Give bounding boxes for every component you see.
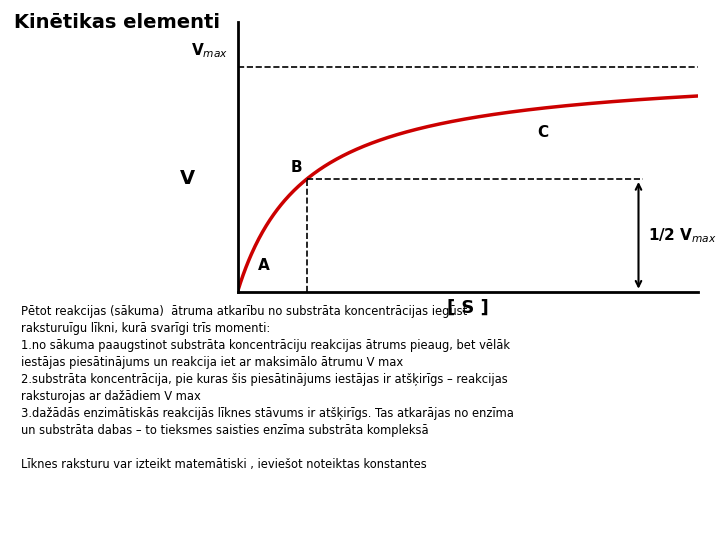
Text: V$_{max}$: V$_{max}$ bbox=[191, 41, 228, 60]
X-axis label: [ S ]: [ S ] bbox=[447, 299, 489, 316]
Text: C: C bbox=[537, 125, 548, 139]
Text: Kinētikas elementi: Kinētikas elementi bbox=[14, 14, 220, 32]
Text: V: V bbox=[179, 168, 195, 188]
Text: A: A bbox=[258, 258, 270, 273]
Text: B: B bbox=[290, 160, 302, 174]
Text: Pētot reakcijas (sākuma)  ātruma atkarību no substrāta koncentrācijas iegūst
rak: Pētot reakcijas (sākuma) ātruma atkarību… bbox=[22, 305, 514, 471]
Text: 1/2 V$_{max}$: 1/2 V$_{max}$ bbox=[648, 226, 716, 245]
